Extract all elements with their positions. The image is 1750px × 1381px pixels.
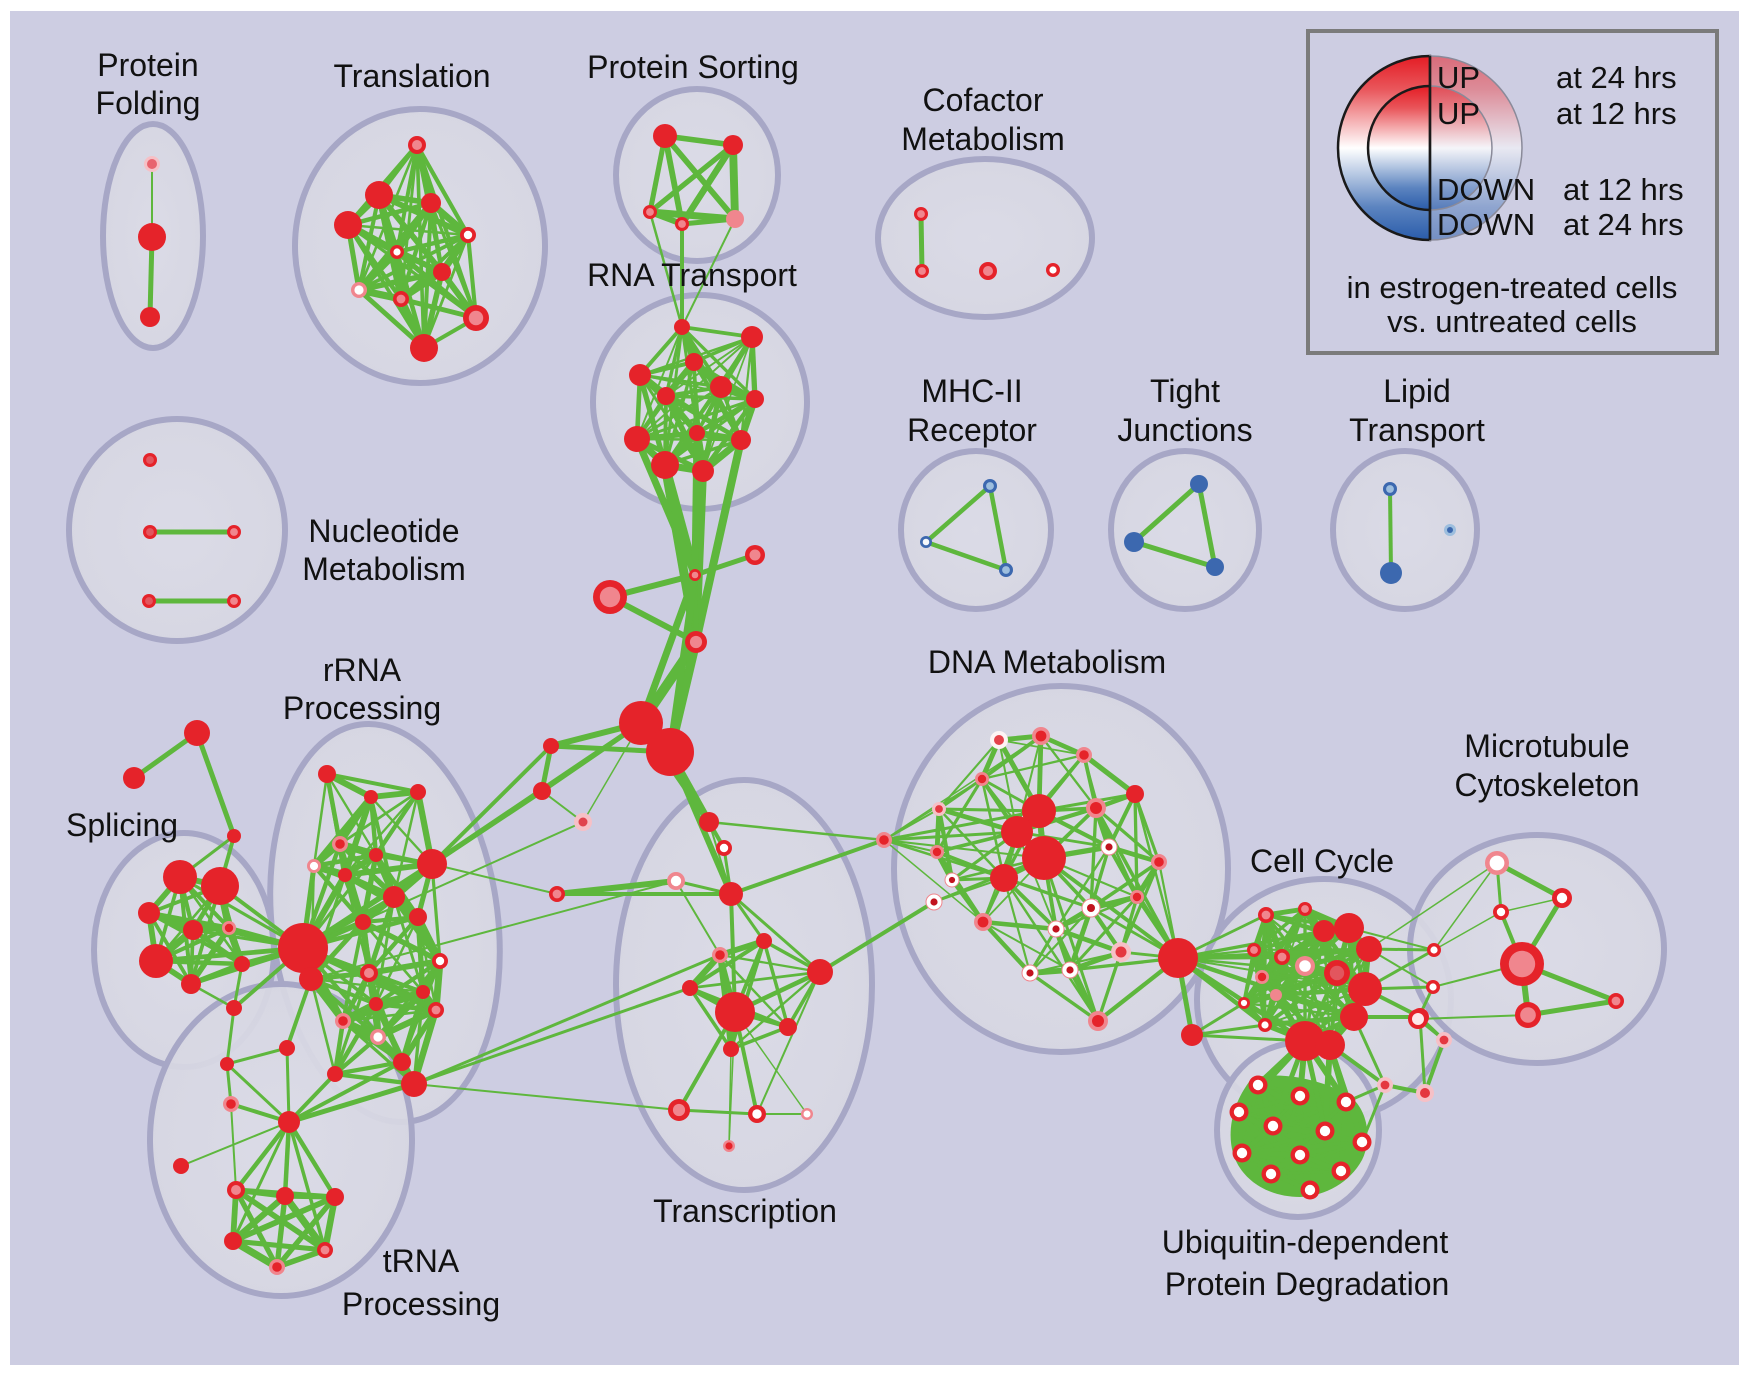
svg-text:at 24 hrs: at 24 hrs xyxy=(1556,60,1677,95)
svg-text:Tight: Tight xyxy=(1150,373,1220,409)
svg-text:Splicing: Splicing xyxy=(66,807,178,843)
svg-text:Lipid: Lipid xyxy=(1383,373,1451,409)
svg-text:Nucleotide: Nucleotide xyxy=(308,513,459,549)
svg-text:Metabolism: Metabolism xyxy=(302,551,466,587)
svg-text:UP: UP xyxy=(1437,96,1480,131)
svg-text:Cofactor: Cofactor xyxy=(923,82,1044,118)
svg-text:in estrogen-treated cells: in estrogen-treated cells xyxy=(1347,270,1678,305)
svg-text:DNA Metabolism: DNA Metabolism xyxy=(928,644,1166,680)
svg-text:Microtubule: Microtubule xyxy=(1464,728,1629,764)
svg-text:Folding: Folding xyxy=(96,85,201,121)
svg-text:UP: UP xyxy=(1437,60,1480,95)
svg-text:Processing: Processing xyxy=(342,1286,500,1322)
svg-text:Metabolism: Metabolism xyxy=(901,121,1065,157)
svg-text:Processing: Processing xyxy=(283,690,441,726)
svg-text:MHC-II: MHC-II xyxy=(921,373,1022,409)
svg-text:Cytoskeleton: Cytoskeleton xyxy=(1455,767,1640,803)
svg-text:vs. untreated cells: vs. untreated cells xyxy=(1387,304,1637,339)
svg-text:at 12 hrs: at 12 hrs xyxy=(1563,172,1684,207)
svg-text:DOWN: DOWN xyxy=(1437,207,1535,242)
svg-text:Transcription: Transcription xyxy=(653,1193,837,1229)
svg-text:RNA Transport: RNA Transport xyxy=(587,257,797,293)
svg-text:Protein Sorting: Protein Sorting xyxy=(587,49,799,85)
svg-text:tRNA: tRNA xyxy=(383,1243,460,1279)
svg-text:at 24 hrs: at 24 hrs xyxy=(1563,207,1684,242)
svg-text:at 12 hrs: at 12 hrs xyxy=(1556,96,1677,131)
svg-text:Ubiquitin-dependent: Ubiquitin-dependent xyxy=(1162,1224,1449,1260)
svg-text:Cell Cycle: Cell Cycle xyxy=(1250,843,1394,879)
svg-text:Translation: Translation xyxy=(333,58,490,94)
svg-text:Transport: Transport xyxy=(1349,412,1485,448)
svg-text:DOWN: DOWN xyxy=(1437,172,1535,207)
svg-text:rRNA: rRNA xyxy=(323,652,402,688)
svg-text:Receptor: Receptor xyxy=(907,412,1037,448)
svg-text:Junctions: Junctions xyxy=(1117,412,1252,448)
svg-text:Protein: Protein xyxy=(97,47,198,83)
svg-text:Protein Degradation: Protein Degradation xyxy=(1165,1266,1450,1302)
